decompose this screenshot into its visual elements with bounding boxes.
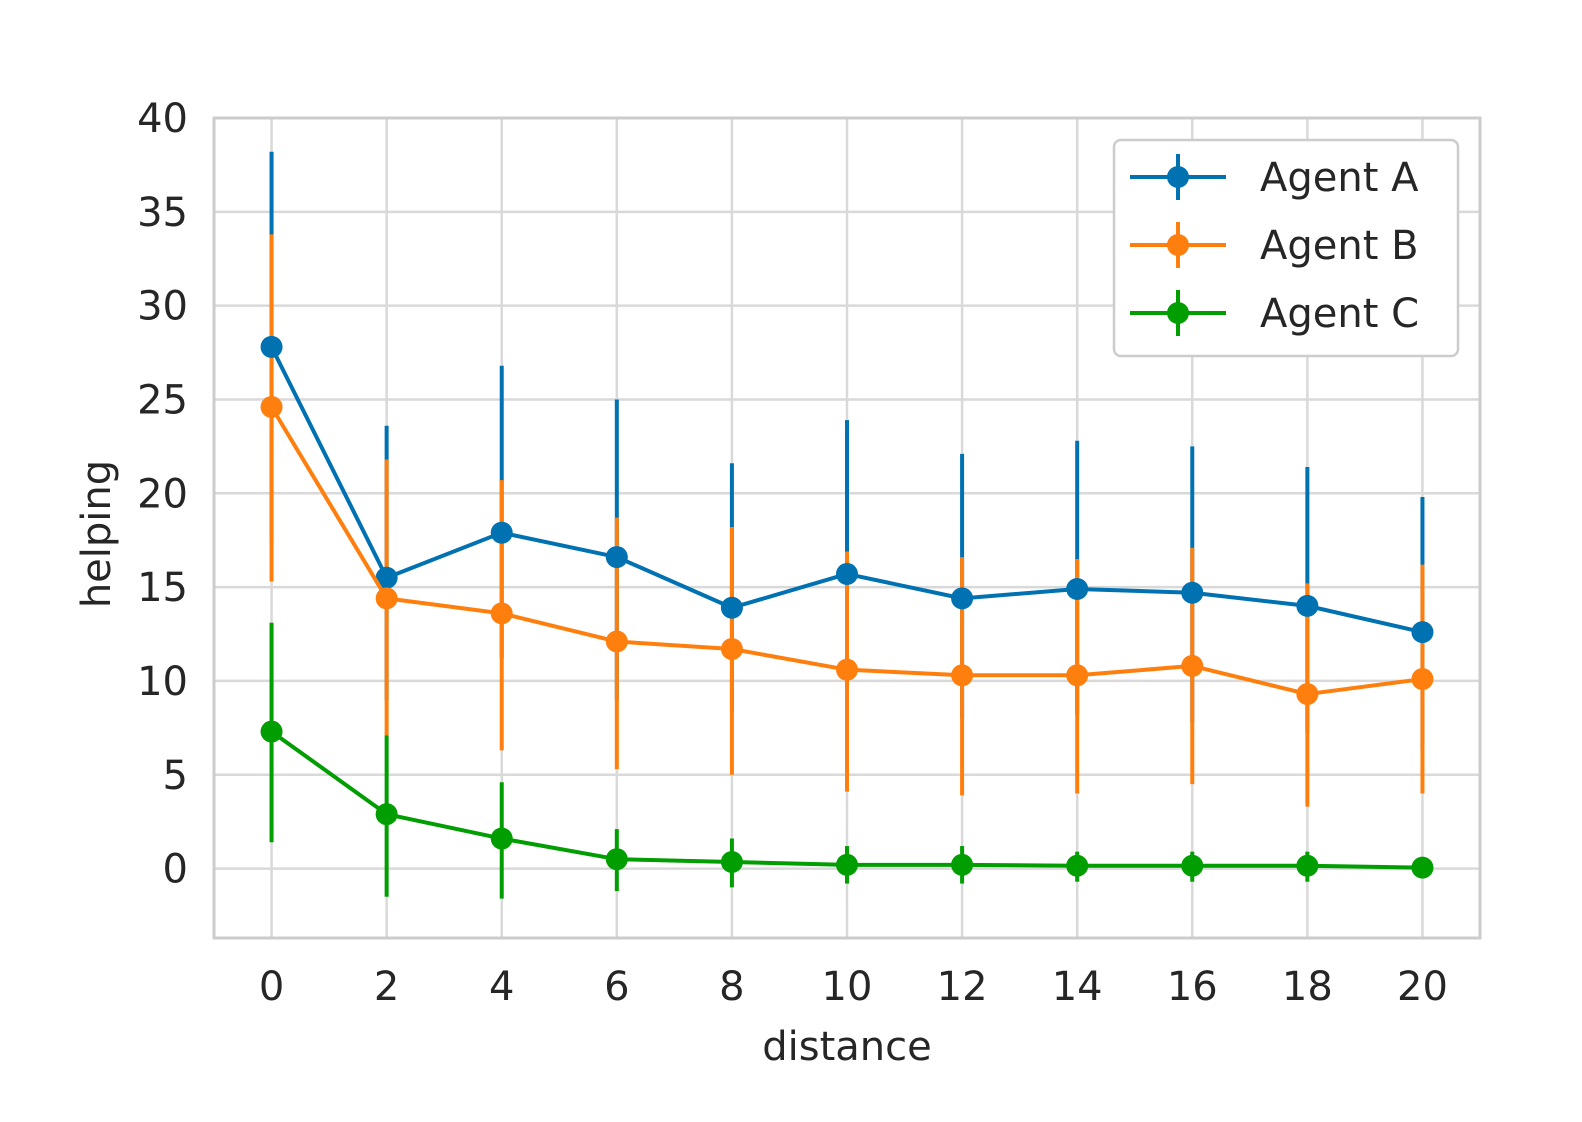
data-point [1411, 856, 1434, 879]
data-point [951, 853, 974, 876]
x-tick-label: 20 [1397, 964, 1448, 1010]
series-agent-b [260, 395, 1434, 706]
data-point [951, 664, 974, 687]
x-tick-label: 8 [719, 964, 744, 1010]
data-point [1181, 854, 1204, 877]
data-point [1181, 654, 1204, 677]
x-axis-label: distance [762, 1024, 932, 1070]
legend-label: Agent B [1260, 223, 1419, 269]
y-axis-ticks: 0 5 10 15 20 25 30 35 40 [137, 96, 188, 893]
data-point [605, 848, 628, 871]
data-point [1411, 668, 1434, 691]
data-point [260, 395, 283, 418]
legend-label: Agent C [1260, 291, 1419, 337]
x-tick-label: 12 [937, 964, 988, 1010]
data-point [951, 587, 974, 610]
y-tick-label: 35 [137, 190, 188, 236]
series-lines [260, 335, 1434, 879]
data-point [1296, 594, 1319, 617]
x-tick-label: 0 [259, 964, 284, 1010]
data-point [836, 562, 858, 585]
plot-frame [212, 116, 1482, 940]
data-point [375, 803, 398, 826]
y-tick-label: 10 [137, 659, 188, 705]
y-tick-label: 40 [137, 96, 188, 142]
data-point [720, 596, 743, 619]
data-point [1296, 854, 1319, 877]
y-tick-label: 20 [137, 471, 188, 517]
data-point [375, 587, 398, 610]
data-point [605, 546, 628, 569]
y-tick-label: 15 [137, 565, 188, 611]
y-tick-label: 25 [137, 377, 188, 423]
x-tick-label: 10 [822, 964, 873, 1010]
data-point [1411, 621, 1434, 644]
legend-marker [1167, 234, 1189, 256]
x-tick-label: 18 [1282, 964, 1333, 1010]
y-tick-label: 0 [163, 847, 188, 893]
data-point [490, 827, 513, 850]
data-point [1181, 581, 1204, 604]
legend: Agent A Agent B Agent C [1112, 138, 1460, 358]
data-point [1296, 683, 1319, 706]
data-point [260, 720, 283, 743]
data-point [490, 602, 513, 625]
x-axis-ticks: 0 2 4 6 8 10 12 14 16 18 20 [259, 964, 1448, 1010]
legend-box [1112, 138, 1460, 358]
data-point [1066, 854, 1089, 877]
data-point [605, 630, 628, 653]
x-tick-label: 16 [1167, 964, 1218, 1010]
x-tick-label: 2 [374, 964, 399, 1010]
legend-label: Agent A [1260, 155, 1419, 201]
data-point [260, 335, 283, 358]
series-agent-c [260, 720, 1434, 879]
data-point [1066, 577, 1089, 600]
x-tick-label: 4 [489, 964, 514, 1010]
data-point [490, 521, 513, 544]
data-point [836, 853, 858, 876]
data-point [720, 851, 743, 874]
y-tick-label: 5 [163, 753, 188, 799]
y-tick-label: 30 [137, 284, 188, 330]
x-tick-label: 14 [1052, 964, 1103, 1010]
series-agent-a [260, 335, 1434, 644]
data-point [375, 566, 398, 589]
data-point [836, 658, 858, 681]
data-point [1066, 664, 1089, 687]
legend-marker [1167, 166, 1189, 188]
y-axis-label: helping [74, 460, 120, 608]
data-point [720, 638, 743, 661]
legend-marker [1167, 302, 1189, 324]
x-tick-label: 6 [604, 964, 629, 1010]
